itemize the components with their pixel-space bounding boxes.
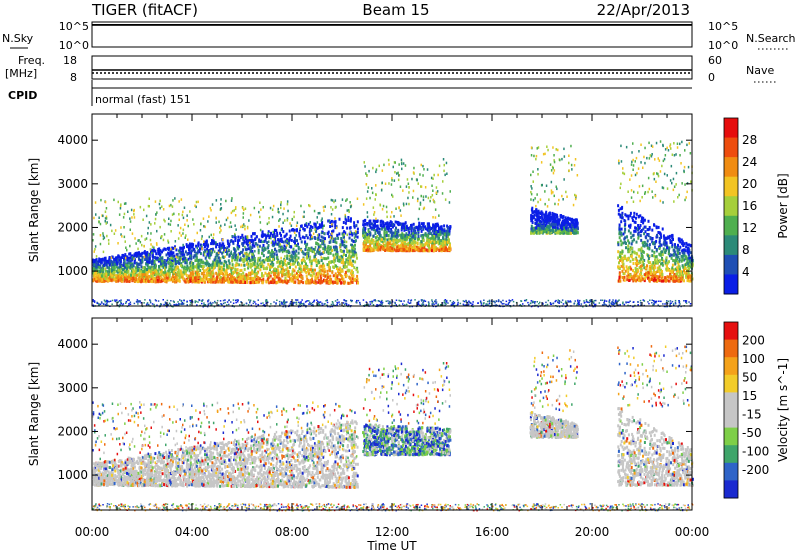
y-axis: 1000 2000 3000 4000 [57,133,692,278]
nsky-trace [92,24,692,26]
colorbar-tick-label: 28 [742,133,757,147]
y-tick-label: 4000 [57,133,88,147]
echo-cells [92,345,694,489]
colorbar-swatch [724,339,738,358]
time-axis: 00:00 04:00 08:00 12:00 16:00 20:00 00:00 [75,525,710,539]
freq-label-2: [MHz] [5,67,37,80]
colorbar-swatch [724,235,738,256]
y-tick-label: 2000 [57,424,88,438]
x-tick-label: 04:00 [175,525,210,539]
colorbar-swatch [724,137,738,158]
station-title: TIGER (fitACF) [91,1,198,19]
echo-region-2 [530,144,579,235]
x-tick-label: 00:00 [675,525,710,539]
colorbar-tick-label: 100 [742,352,765,366]
nsky-tick-top: 10^5 [59,20,89,33]
nsearch-label: N.Search [746,32,796,45]
y-axis-label: Slant Range [km] [27,158,41,262]
x-tick-label: 00:00 [75,525,110,539]
colorbar-swatch [724,118,738,139]
colorbar-label: Power [dB] [776,173,790,238]
y-tick-label: 4000 [57,337,88,351]
echo-region-0 [92,197,359,285]
echo-region-1 [362,158,452,253]
colorbar-tick-label: -50 [742,426,762,440]
colorbar: 4 8 12 16 20 24 28 Power [dB] [723,117,790,295]
colorbar-swatch [724,215,738,236]
nave-label: Nave [746,64,774,77]
cpid-panel: CPID normal (fast) 151 [8,80,692,106]
colorbar: 200 100 50 15 -15 -50 -100 -200 Velocity [m s^-1… [723,321,790,499]
nsky-panel: N.Sky 10^5 10^0 10^5 10^0 N.Search [2,20,796,52]
freq-label-1: Freq. [18,54,45,67]
y-tick-label: 3000 [57,177,88,191]
echo-region-1 [362,362,452,457]
freq-tick-bottom: 8 [70,71,77,84]
colorbar-swatch [724,374,738,393]
echo-region-2 [529,349,579,439]
y-axis-label: Slant Range [km] [27,362,41,466]
colorbar-swatch [724,410,738,429]
cpid-label: CPID [8,89,37,102]
near-range-noise [92,503,694,512]
colorbar-swatch [724,254,738,275]
echo-region-3 [617,140,694,283]
nsky-frame [91,21,693,48]
colorbar-tick-label: 8 [742,243,750,257]
nave-tick-top: 60 [708,54,722,67]
colorbar-swatch [724,176,738,197]
echo-cells [92,140,694,285]
colorbar-tick-label: 50 [742,371,757,385]
y-tick-label: 1000 [57,264,88,278]
colorbar-tick-label: 20 [742,177,757,191]
colorbar-tick-label: -200 [742,463,769,477]
echo-region-3 [617,345,694,487]
colorbar-tick-label: 4 [742,265,750,279]
date-title: 22/Apr/2013 [597,1,690,19]
y-tick-label: 1000 [57,468,88,482]
x-axis-label: Time UT [366,539,417,553]
colorbar-swatch [724,462,738,481]
colorbar-swatch [724,196,738,217]
x-tick-label: 08:00 [275,525,310,539]
nsearch-tick-top: 10^5 [708,20,738,33]
colorbar-swatch [724,480,738,499]
y-tick-label: 3000 [57,381,88,395]
colorbar-label: Velocity [m s^-1] [776,358,790,462]
colorbar-swatch [724,157,738,178]
colorbar-swatch [724,322,738,341]
velocity-panel: 1000 2000 3000 4000 Slant Range [km] 200 100 50… [27,317,790,512]
echo-region-0 [92,401,359,489]
colorbar-tick-label: 15 [742,389,757,403]
nsky-label: N.Sky [2,32,34,45]
colorbar-swatch [724,445,738,464]
y-tick-label: 2000 [57,220,88,234]
colorbar-tick-label: -100 [742,445,769,459]
x-tick-label: 20:00 [575,525,610,539]
x-tick-label: 12:00 [375,525,410,539]
colorbar-swatch [724,274,738,295]
nave-tick-bottom: 0 [708,71,715,84]
power-panel: 1000 2000 3000 4000 Slant Range [km] 4 8 12 16 20… [27,113,790,308]
colorbar-tick-label: -15 [742,408,762,422]
colorbar-swatch [724,427,738,446]
colorbar-tick-label: 12 [742,221,757,235]
freq-tick-top: 18 [63,54,77,67]
colorbar-tick-label: 24 [742,155,757,169]
freq-panel: Freq. [MHz] 18 8 60 0 Nave [5,54,776,84]
beam-title: Beam 15 [362,1,429,19]
colorbar-tick-label: 200 [742,334,765,348]
colorbar-swatch [724,357,738,376]
nsky-tick-bottom: 10^0 [59,39,89,52]
nsearch-tick-bottom: 10^0 [708,39,738,52]
colorbar-swatch [724,392,738,411]
cpid-value: normal (fast) 151 [95,93,191,106]
freq-frame [91,55,693,80]
x-tick-label: 16:00 [475,525,510,539]
y-axis: 1000 2000 3000 4000 [57,337,692,482]
colorbar-tick-label: 16 [742,199,757,213]
